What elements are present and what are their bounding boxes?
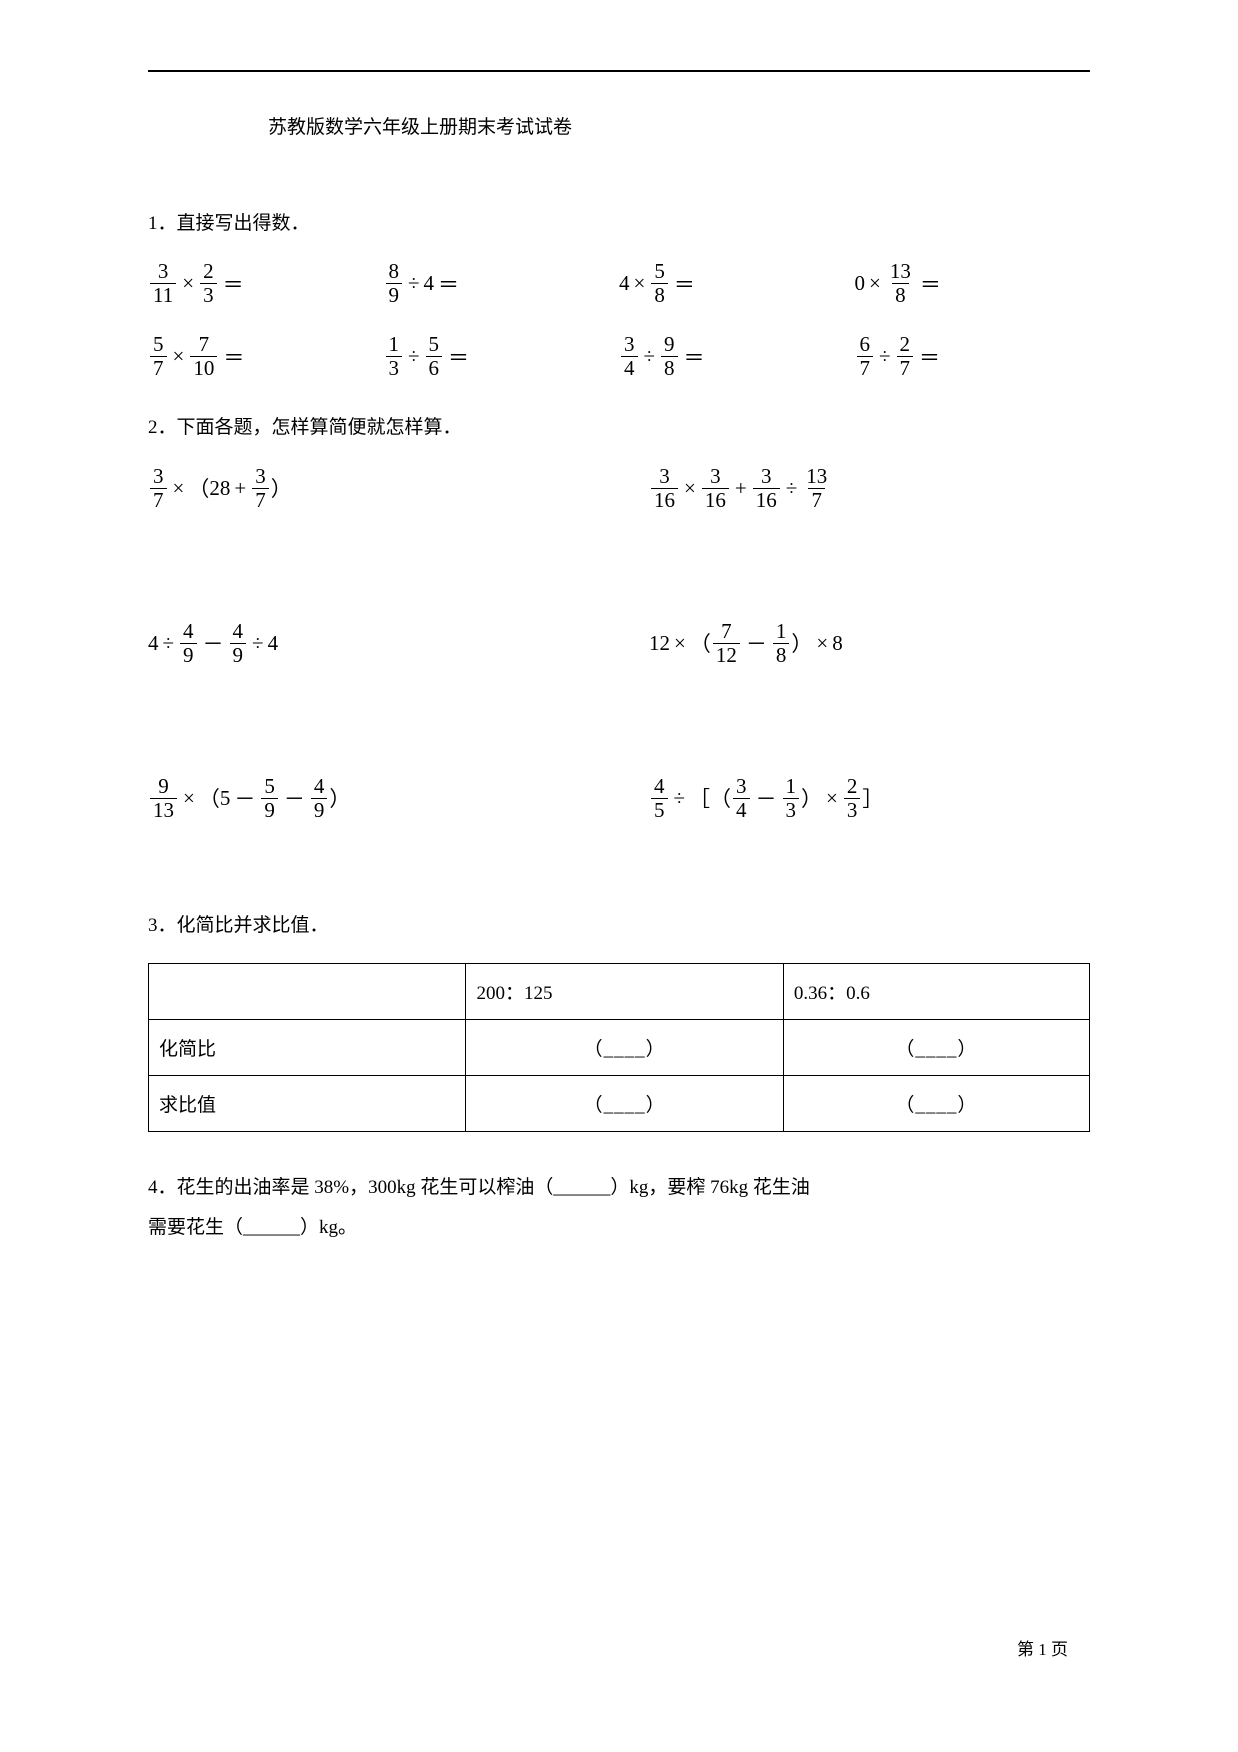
q4-line2-pre: 需要花生（ (148, 1217, 243, 1238)
q4-mid1: ）kg，要榨 76kg 花生油 (610, 1177, 810, 1198)
q2-item-d: 12 × （ 712 － 18 ） × 8 (589, 621, 1090, 666)
q1-label: 1．直接写出得数． (148, 209, 1090, 239)
q2-item-e: 913 × （ 5 － 59 － 49 ） (148, 776, 589, 821)
top-rule (148, 70, 1090, 72)
q1-r1-b: 89 ÷ 4 ＝ (384, 261, 620, 306)
q2-item-b: 316 × 316 + 316 ÷ 137 (589, 466, 1090, 511)
q4-blank2: ______ (243, 1217, 300, 1238)
q1-r2-c: 34 ÷ 98 ＝ (619, 334, 855, 379)
document-title: 苏教版数学六年级上册期末考试试卷 (268, 112, 1090, 139)
q2-item-a: 37 × （ 28 + 37 ） (148, 466, 589, 511)
q1-r1-c: 4 × 58 ＝ (619, 261, 855, 306)
q3-head-c3: 0.36：0.6 (783, 964, 1089, 1020)
q3-r2-c2: （____） (466, 1076, 783, 1132)
q1-row2: 57 × 710 ＝ 13 ÷ 56 ＝ 34 ÷ 98 ＝ 6 (148, 334, 1090, 379)
q1-r1-a: 311 × 23 ＝ (148, 261, 384, 306)
q1-r1-d: 0 × 138 ＝ (855, 261, 1091, 306)
q4-blank1: ______ (553, 1177, 610, 1198)
q4-pre: 4．花生的出油率是 38%，300kg 花生可以榨油（ (148, 1177, 553, 1198)
table-row: 200：125 0.36：0.6 (149, 964, 1090, 1020)
q3-label: 3．化简比并求比值． (148, 911, 1090, 941)
q4-line2-post: ）kg。 (300, 1217, 357, 1238)
q3-r2-c3: （____） (783, 1076, 1089, 1132)
q3-head-c2: 200：125 (466, 964, 783, 1020)
q2-item-f: 45 ÷ ［ （ 34 － 13 ） × 23 ］ (589, 776, 1090, 821)
page-footer: 第 1 页 (1017, 1635, 1068, 1660)
table-row: 求比值 （____） （____） (149, 1076, 1090, 1132)
q1-row1: 311 × 23 ＝ 89 ÷ 4 ＝ 4 × 58 ＝ 0 (148, 261, 1090, 306)
q1-r2-b: 13 ÷ 56 ＝ (384, 334, 620, 379)
q1-r2-a: 57 × 710 ＝ (148, 334, 384, 379)
q3-r1-c2: （____） (466, 1020, 783, 1076)
table-row: 化简比 （____） （____） (149, 1020, 1090, 1076)
q3-table: 200：125 0.36：0.6 化简比 （____） （____） 求比值 （… (148, 963, 1090, 1132)
q3-r2-label: 求比值 (149, 1076, 466, 1132)
q3-r1-c3: （____） (783, 1020, 1089, 1076)
q1-r2-d: 67 ÷ 27 ＝ (855, 334, 1091, 379)
q2-label: 2．下面各题，怎样算简便就怎样算． (148, 413, 1090, 443)
q2-item-c: 4 ÷ 49 － 49 ÷ 4 (148, 621, 589, 666)
q3-head-blank (149, 964, 466, 1020)
q4-text: 4．花生的出油率是 38%，300kg 花生可以榨油（______）kg，要榨 … (148, 1168, 1090, 1248)
q3-r1-label: 化简比 (149, 1020, 466, 1076)
